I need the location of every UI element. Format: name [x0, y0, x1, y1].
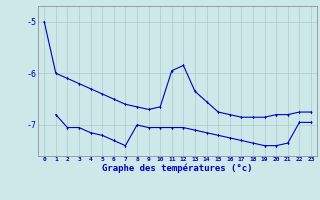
X-axis label: Graphe des températures (°c): Graphe des températures (°c) [102, 164, 253, 173]
